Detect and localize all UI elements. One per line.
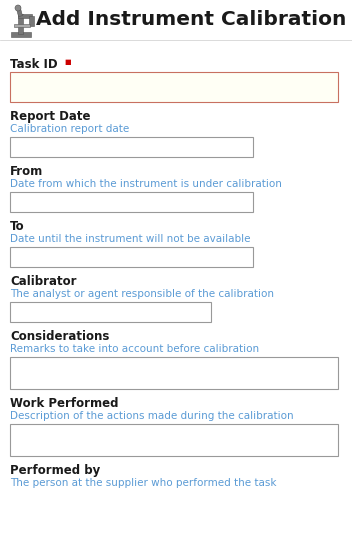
Text: From: From bbox=[10, 165, 43, 178]
Text: Task ID: Task ID bbox=[10, 58, 58, 71]
Text: Calibrator: Calibrator bbox=[10, 275, 76, 288]
FancyBboxPatch shape bbox=[10, 137, 253, 157]
Text: The person at the supplier who performed the task: The person at the supplier who performed… bbox=[10, 478, 277, 488]
FancyBboxPatch shape bbox=[10, 247, 253, 267]
Bar bbox=[16, 6, 23, 17]
Bar bbox=[18, 14, 23, 34]
FancyBboxPatch shape bbox=[10, 424, 338, 456]
Text: Considerations: Considerations bbox=[10, 330, 109, 343]
Circle shape bbox=[15, 5, 21, 11]
FancyBboxPatch shape bbox=[10, 302, 211, 322]
Text: Performed by: Performed by bbox=[10, 464, 100, 477]
Text: Add Instrument Calibration: Add Instrument Calibration bbox=[36, 10, 346, 29]
Bar bbox=[14, 24, 30, 27]
Text: Date from which the instrument is under calibration: Date from which the instrument is under … bbox=[10, 179, 282, 189]
FancyBboxPatch shape bbox=[10, 72, 338, 102]
Text: Calibration report date: Calibration report date bbox=[10, 124, 129, 134]
Bar bbox=[29, 16, 34, 26]
FancyBboxPatch shape bbox=[10, 192, 253, 212]
Text: ■: ■ bbox=[64, 59, 71, 65]
FancyBboxPatch shape bbox=[10, 357, 338, 389]
Text: Report Date: Report Date bbox=[10, 110, 90, 123]
Text: Date until the instrument will not be available: Date until the instrument will not be av… bbox=[10, 234, 251, 244]
Bar bbox=[11, 32, 31, 37]
Text: Work Performed: Work Performed bbox=[10, 397, 119, 410]
Text: Description of the actions made during the calibration: Description of the actions made during t… bbox=[10, 411, 294, 421]
Text: The analyst or agent responsible of the calibration: The analyst or agent responsible of the … bbox=[10, 289, 274, 299]
Text: To: To bbox=[10, 220, 25, 233]
Bar bbox=[18, 14, 32, 18]
Text: Remarks to take into account before calibration: Remarks to take into account before cali… bbox=[10, 344, 259, 354]
